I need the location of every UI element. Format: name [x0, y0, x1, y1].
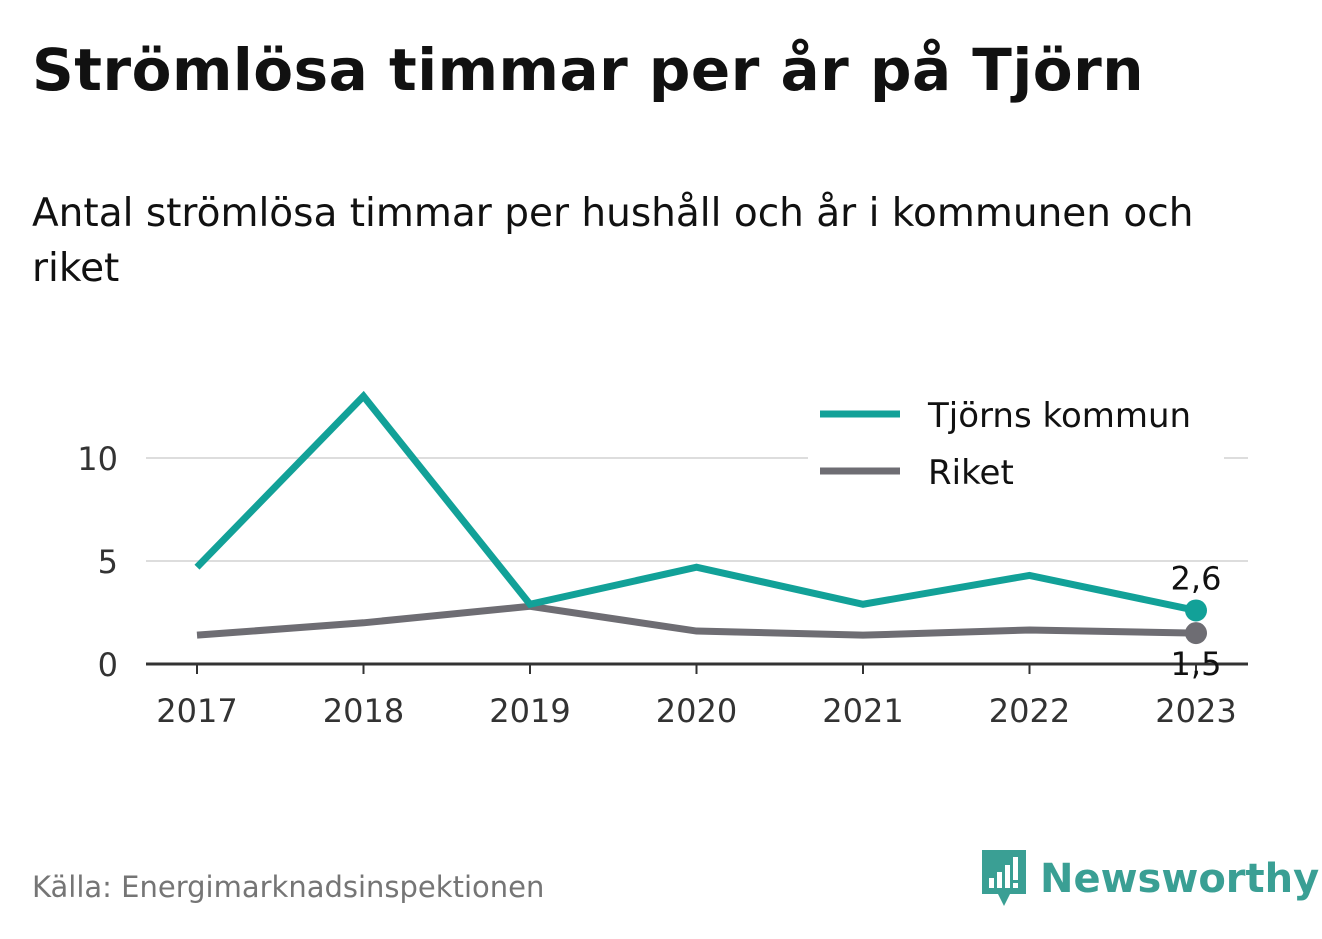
end-label-tjorns-kommun: 2,6 — [1171, 559, 1222, 597]
legend-background — [808, 390, 1224, 500]
legend-label-tjorns-kommun: Tjörns kommun — [927, 396, 1191, 436]
brand-logo: Newsworthy — [980, 848, 1319, 910]
series-line-tjorns-kommun — [194, 390, 1197, 614]
x-tick-label-2018: 2018 — [323, 692, 404, 730]
end-label-riket: 1,5 — [1171, 645, 1222, 683]
series-lines — [194, 390, 1207, 645]
data-labels: 2,6 1,5 — [1171, 559, 1222, 683]
x-tick-label-2023: 2023 — [1155, 692, 1236, 730]
source-note: Källa: Energimarknadsinspektionen — [32, 870, 545, 904]
y-tick-label-0: 0 — [98, 646, 118, 684]
legend-label-riket: Riket — [928, 453, 1014, 493]
x-tick-label-2020: 2020 — [656, 692, 737, 730]
series-line-riket — [196, 602, 1197, 639]
series-end-point-tjorns-kommun — [1185, 599, 1207, 622]
axes: 0 5 10 2017 2018 2019 2020 2021 2022 2023 — [77, 440, 1248, 730]
x-tick-label-2022: 2022 — [989, 692, 1070, 730]
x-tick-label-2017: 2017 — [156, 692, 237, 730]
newsworthy-logo-icon — [982, 850, 1026, 906]
brand-name: Newsworthy — [1040, 856, 1320, 902]
y-tick-label-10: 10 — [77, 440, 118, 478]
chart-subtitle: Antal strömlösa timmar per hushåll och å… — [32, 191, 1194, 291]
chart-title: Strömlösa timmar per år på Tjörn — [32, 36, 1144, 104]
legend: Tjörns kommun Riket — [808, 390, 1224, 500]
x-tick-label-2019: 2019 — [489, 692, 570, 730]
series-end-point-riket — [1185, 622, 1207, 645]
x-tick-label-2021: 2021 — [822, 692, 903, 730]
y-tick-label-5: 5 — [98, 543, 118, 581]
